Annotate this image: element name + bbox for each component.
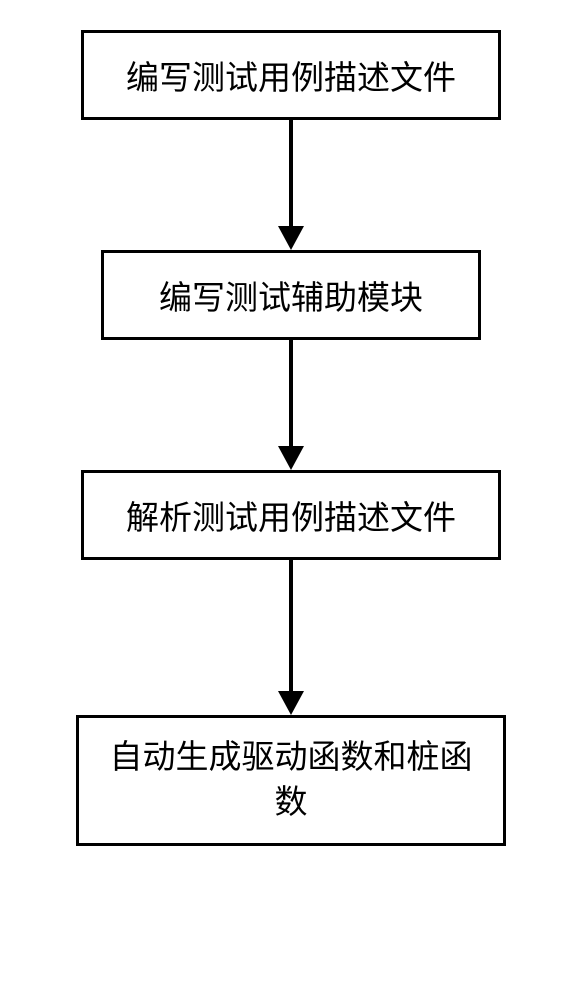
flow-node-3-label: 解析测试用例描述文件	[126, 491, 456, 539]
flowchart-container: 编写测试用例描述文件 编写测试辅助模块 解析测试用例描述文件 自动生成驱动函数和…	[0, 0, 582, 1000]
arrow-3-head	[278, 691, 304, 715]
arrow-3	[278, 560, 304, 715]
arrow-1	[278, 120, 304, 250]
flow-node-4: 自动生成驱动函数和桩函数	[76, 715, 506, 846]
flow-node-2: 编写测试辅助模块	[101, 250, 481, 340]
arrow-1-head	[278, 226, 304, 250]
arrow-3-line	[289, 560, 293, 691]
arrow-2-line	[289, 340, 293, 446]
flow-node-4-label: 自动生成驱动函数和桩函数	[99, 736, 483, 825]
arrow-2-head	[278, 446, 304, 470]
flow-node-1: 编写测试用例描述文件	[81, 30, 501, 120]
flow-node-2-label: 编写测试辅助模块	[159, 271, 423, 319]
flow-node-1-label: 编写测试用例描述文件	[126, 51, 456, 99]
arrow-1-line	[289, 120, 293, 226]
arrow-2	[278, 340, 304, 470]
flow-node-3: 解析测试用例描述文件	[81, 470, 501, 560]
